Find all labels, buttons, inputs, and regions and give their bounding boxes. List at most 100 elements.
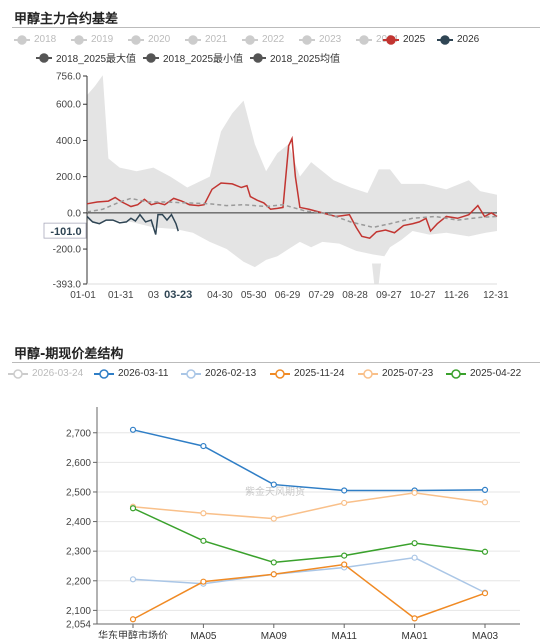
- y-tick-label: 2,700: [66, 428, 91, 439]
- data-point[interactable]: [481, 486, 489, 493]
- legend-item-2025-11-24[interactable]: 2025-11-24: [270, 368, 344, 379]
- data-point[interactable]: [481, 499, 489, 506]
- x-tick-label: 01-01: [70, 290, 96, 301]
- series-line-2025[interactable]: [86, 135, 498, 240]
- y-tick-label: 2,054: [66, 620, 91, 631]
- legend-label: 2018_2025最小值: [163, 54, 244, 65]
- y-tick-label: 600.0: [56, 100, 81, 111]
- legend-item-2026-03-11[interactable]: 2026-03-11: [94, 368, 168, 379]
- x-tick-label: 06-29: [275, 290, 301, 301]
- series-2025-11-24[interactable]: [129, 561, 489, 623]
- legend-marker-icon: [383, 34, 399, 45]
- data-point[interactable]: [481, 548, 489, 555]
- y-tick-label: 400.0: [56, 136, 81, 147]
- legend-marker-icon: [14, 34, 30, 45]
- basis-panel: 甲醇主力合约基差 2018201920202021202220232024202…: [0, 12, 550, 320]
- data-point[interactable]: [270, 515, 277, 522]
- legend-item-2026-02-13[interactable]: 2026-02-13: [181, 368, 256, 379]
- range-band-area: [87, 75, 497, 268]
- data-point[interactable]: [411, 615, 418, 622]
- basis-legend-row2: 2018_2025最大值 2018_2025最小值 2018_2025均值: [0, 48, 550, 65]
- legend-marker-icon: [250, 52, 266, 63]
- y-tick-label: 756.0: [56, 72, 81, 83]
- legend-item-2020[interactable]: 2020: [128, 34, 170, 45]
- legend-label: 2025: [403, 34, 426, 45]
- data-point[interactable]: [129, 426, 137, 433]
- legend-item-2026-03-24[interactable]: 2026-03-24: [8, 368, 83, 379]
- y-tick-label: 0.0: [67, 208, 81, 219]
- series-line: [132, 492, 486, 520]
- x-tick-label: MA05: [190, 631, 217, 639]
- data-point[interactable]: [481, 590, 489, 597]
- legend-item-2025-07-23[interactable]: 2025-07-23: [358, 368, 433, 379]
- legend-item-2019[interactable]: 2019: [71, 34, 113, 45]
- legend-item-2025[interactable]: 2025: [383, 34, 425, 45]
- data-point[interactable]: [270, 571, 277, 578]
- data-point[interactable]: [200, 578, 207, 585]
- x-tick-label: 09-27: [376, 290, 402, 301]
- x-tick-label: MA11: [332, 631, 358, 639]
- legend-marker-icon: [143, 52, 159, 63]
- y-tick-label: 2,500: [66, 487, 91, 498]
- data-point[interactable]: [411, 554, 418, 561]
- series-line-2018-2025[interactable]: [86, 197, 498, 229]
- data-point[interactable]: [341, 561, 348, 568]
- legend-label: 2022: [262, 34, 285, 45]
- series-line-2026[interactable]: [86, 213, 179, 235]
- basis-chart[interactable]: 紫金天风期货756.0600.0400.0200.00.0-200.0-393.…: [0, 65, 550, 320]
- spread-chart[interactable]: 2,054 2,100 2,200 2,300 2,400 2,500 2,600 2,700…: [0, 385, 550, 639]
- legend-label: 2025-11-24: [294, 368, 345, 379]
- spread-title-divider: [12, 362, 540, 363]
- legend-marker-icon: [356, 34, 372, 45]
- legend-marker-icon: [242, 34, 258, 45]
- x-tick-label: MA09: [261, 631, 288, 639]
- data-point[interactable]: [411, 489, 418, 496]
- legend-item-2023[interactable]: 2023: [299, 34, 341, 45]
- legend-item-2018-2025[interactable]: 2018_2025均值: [250, 50, 340, 65]
- series-2026-03-11[interactable]: [129, 426, 489, 494]
- x-tick-label: MA03: [472, 631, 499, 639]
- series-line: [132, 429, 486, 492]
- legend-item-2018-2025[interactable]: 2018_2025最大值: [36, 50, 136, 65]
- x-tick-label: 08-28: [342, 290, 368, 301]
- legend-label: 2025-07-23: [382, 368, 434, 379]
- legend-label: 2018: [34, 34, 57, 45]
- x-tick-label: 12-31: [483, 290, 509, 301]
- series-2026-02-13[interactable]: [129, 554, 489, 596]
- x-tick-label: 华东甲醇市场价: [98, 629, 168, 639]
- legend-item-2022[interactable]: 2022: [242, 34, 284, 45]
- legend-label: 2018_2025均值: [270, 54, 341, 65]
- data-point[interactable]: [411, 540, 418, 547]
- legend-marker-icon: [71, 34, 87, 45]
- spread-chart-title: 甲醇-期现价差结构: [14, 347, 124, 362]
- data-point[interactable]: [200, 442, 207, 450]
- data-point[interactable]: [200, 510, 207, 517]
- legend-item-2018[interactable]: 2018: [14, 34, 56, 45]
- series-2025-04-22[interactable]: [129, 505, 489, 566]
- legend-label: 2019: [91, 34, 114, 45]
- basis-legend-row1: 201820192020202120222023202420252026: [0, 32, 550, 48]
- data-point[interactable]: [341, 487, 348, 494]
- spread-panel: 甲醇-期现价差结构 2026-03-24 2026-03-11 2026-02-13…: [0, 335, 550, 639]
- data-point[interactable]: [200, 537, 207, 544]
- legend-item-2018-2025[interactable]: 2018_2025最小值: [143, 50, 243, 65]
- legend-item-2026[interactable]: 2026: [437, 34, 479, 45]
- legend-item-2025-04-22[interactable]: 2025-04-22: [446, 368, 521, 379]
- data-point[interactable]: [129, 505, 137, 512]
- data-point[interactable]: [341, 552, 348, 559]
- legend-label: 2025-04-22: [470, 368, 522, 379]
- legend-item-2021[interactable]: 2021: [185, 34, 227, 45]
- basis-chart-title: 甲醇主力合约基差: [14, 12, 119, 27]
- legend-marker-icon: [128, 34, 144, 45]
- y-tick-label: 2,400: [66, 517, 91, 528]
- data-point[interactable]: [270, 481, 277, 488]
- x-tick-label: 07-29: [308, 290, 334, 301]
- data-point[interactable]: [341, 499, 348, 507]
- data-point[interactable]: [270, 559, 277, 566]
- y-tick-label: 2,100: [66, 606, 91, 617]
- data-point[interactable]: [129, 616, 137, 623]
- range-band-spike: [371, 263, 381, 284]
- series-2025-07-23[interactable]: [129, 489, 489, 522]
- data-point[interactable]: [129, 576, 137, 583]
- spread-legend: 2026-03-24 2026-03-11 2026-02-13 2025-11-24…: [0, 366, 550, 382]
